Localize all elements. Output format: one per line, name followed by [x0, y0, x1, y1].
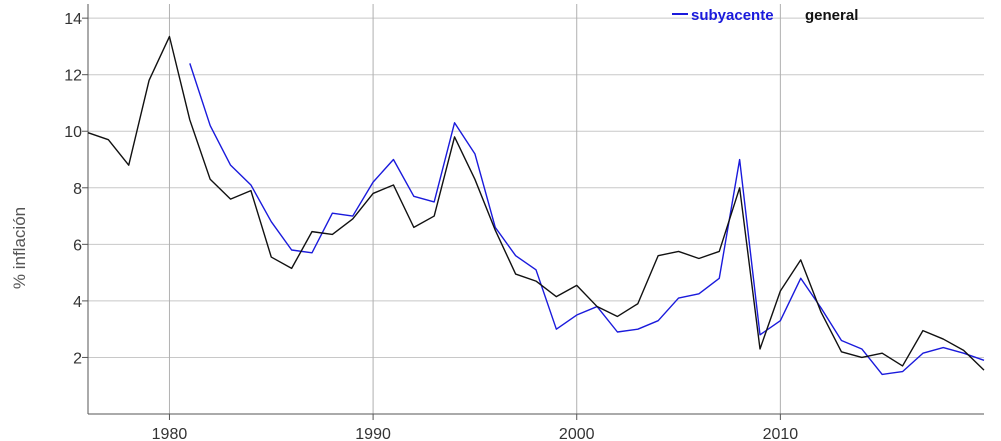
y-axis-title: % inflación: [10, 207, 29, 289]
x-tick-label-2000: 2000: [559, 426, 595, 441]
y-tick-label-4: 4: [73, 294, 82, 311]
series-lines: [87, 35, 985, 376]
x-tick-label-1990: 1990: [355, 426, 391, 441]
tick-labels: 2 4 6 8 10 12 14 1980 1990 2000 2010: [64, 11, 798, 441]
grid-lines: [88, 4, 984, 414]
legend: subyacente general: [672, 7, 858, 24]
legend-label-general: general: [805, 7, 858, 24]
series-line-subyacente: [189, 63, 985, 376]
y-tick-label-2: 2: [73, 350, 82, 367]
y-tick-label-14: 14: [64, 11, 82, 28]
y-tick-label-8: 8: [73, 181, 82, 198]
y-tick-label-10: 10: [64, 124, 82, 141]
x-tick-label-1980: 1980: [152, 426, 188, 441]
legend-label-subyacente: subyacente: [691, 7, 774, 24]
series-line-general: [87, 35, 985, 371]
y-tick-label-12: 12: [64, 68, 82, 85]
axes: [82, 4, 984, 420]
y-tick-label-6: 6: [73, 237, 82, 254]
x-tick-label-2010: 2010: [763, 426, 799, 441]
